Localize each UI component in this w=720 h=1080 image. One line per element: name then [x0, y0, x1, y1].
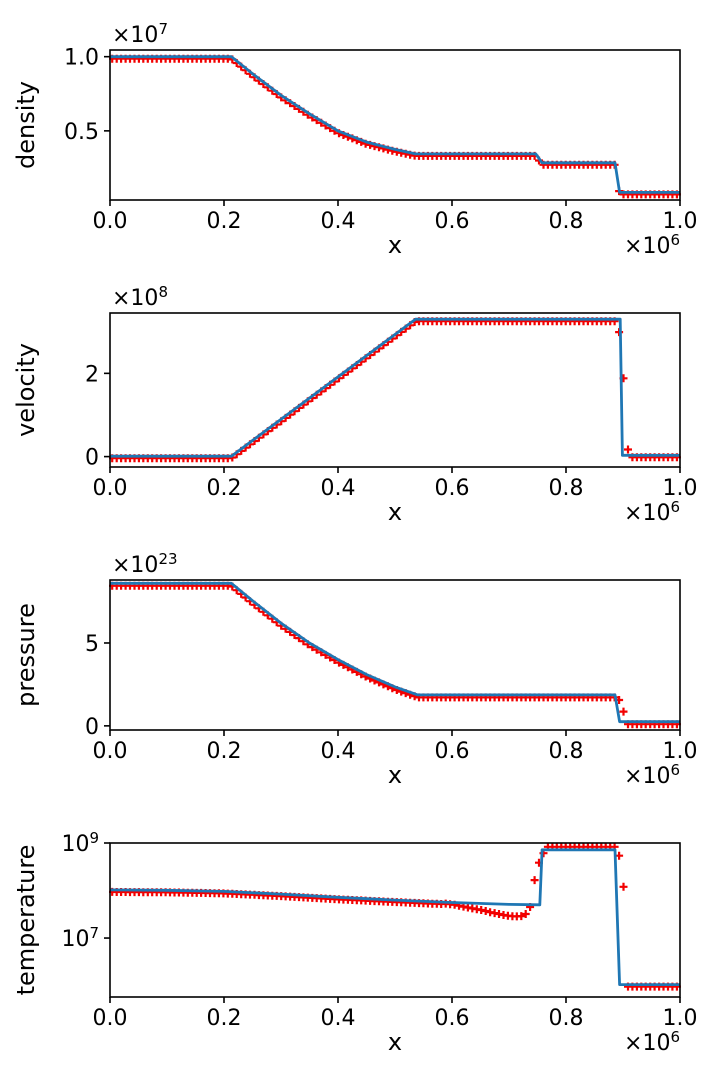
temperature-x-axis-label: x	[388, 1028, 402, 1056]
pressure-x-tick-label: 0.2	[207, 739, 242, 764]
density-x-tick-label: 0.0	[93, 209, 128, 234]
density-axes-box	[109, 49, 681, 201]
density-y-tick-label: 1.0	[64, 46, 99, 71]
velocity-x-tick-label: 0.4	[321, 476, 356, 501]
density-x-tick-label: 0.4	[321, 209, 356, 234]
temperature-numerical-markers	[109, 842, 681, 991]
velocity-x-tick-label: 0.8	[549, 476, 584, 501]
pressure-x-offset-text: ×106	[624, 761, 680, 789]
velocity-y-axis-label: velocity	[12, 343, 40, 437]
density-y-offset-text: ×107	[112, 20, 168, 48]
density-numerical-markers	[109, 54, 681, 199]
temperature-axes-box	[109, 842, 681, 998]
temperature-y-axis-label: temperature	[12, 845, 40, 996]
pressure-x-tick-label: 0.4	[321, 739, 356, 764]
pressure-numerical-markers	[109, 581, 681, 729]
pressure-y-offset-text: ×1023	[112, 550, 178, 578]
pressure-y-tick-label: 5	[85, 632, 99, 657]
velocity-y-offset-text: ×108	[112, 283, 168, 311]
pressure-x-tick-label: 0.8	[549, 739, 584, 764]
velocity-x-tick-label: 0.2	[207, 476, 242, 501]
density-exact-line	[110, 55, 680, 194]
density-x-tick-label: 0.8	[549, 209, 584, 234]
velocity-x-tick-label: 0.0	[93, 476, 128, 501]
temperature-x-tick-label: 0.8	[549, 1006, 584, 1031]
density-x-offset-text: ×106	[624, 231, 680, 259]
velocity-x-offset-text: ×106	[624, 498, 680, 526]
velocity-x-tick-label: 0.6	[435, 476, 470, 501]
pressure-x-tick-label: 0.0	[93, 739, 128, 764]
temperature-x-tick-label: 1.0	[663, 1006, 698, 1031]
velocity-exact-line	[110, 317, 680, 458]
density-y-tick-label: 0.5	[64, 120, 99, 145]
density-x-tick-label: 1.0	[663, 209, 698, 234]
temperature-x-tick-label: 0.6	[435, 1006, 470, 1031]
velocity-y-tick-label: 2	[85, 362, 99, 387]
pressure-exact-line	[110, 581, 680, 724]
density-x-tick-label: 0.2	[207, 209, 242, 234]
density-x-tick-label: 0.6	[435, 209, 470, 234]
pressure-y-axis-label: pressure	[12, 603, 40, 707]
density-x-axis-label: x	[388, 231, 402, 259]
density-y-axis-label: density	[12, 81, 40, 169]
velocity-x-axis-label: x	[388, 498, 402, 526]
temperature-subplot: 0.0 0.2 0.4 0.6 0.8 1.0 x ×106 109 107 temperature	[12, 829, 698, 1056]
pressure-x-tick-label: 1.0	[663, 739, 698, 764]
temperature-x-tick-label: 0.4	[321, 1006, 356, 1031]
pressure-y-tick-label: 0	[85, 715, 99, 740]
velocity-axes-box	[109, 312, 681, 468]
velocity-numerical-markers	[109, 317, 681, 463]
temperature-y-tick-label: 109	[61, 829, 99, 857]
velocity-y-tick-label: 0	[85, 446, 99, 471]
temperature-x-tick-label: 0.0	[93, 1006, 128, 1031]
pressure-axes-box	[109, 579, 681, 731]
velocity-subplot: 0.0 0.2 0.4 0.6 0.8 1.0 x ×106 2 0 ×108 velocity	[12, 283, 698, 526]
pressure-subplot: 0.0 0.2 0.4 0.6 0.8 1.0 x ×106 5 0 ×1023 pressure	[12, 550, 698, 789]
velocity-x-tick-label: 1.0	[663, 476, 698, 501]
temperature-x-tick-label: 0.2	[207, 1006, 242, 1031]
pressure-x-axis-label: x	[388, 761, 402, 789]
temperature-x-offset-text: ×106	[624, 1028, 680, 1056]
temperature-y-tick-label: 107	[61, 924, 99, 952]
pressure-x-tick-label: 0.6	[435, 739, 470, 764]
temperature-exact-line	[109, 848, 680, 986]
